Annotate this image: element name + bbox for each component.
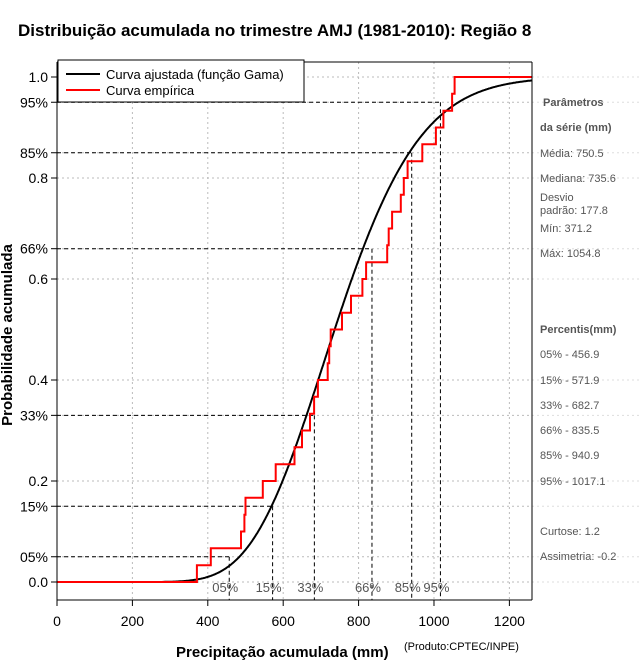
- x-tick-label: 1200: [494, 613, 525, 629]
- stat-min: Mín: 371.2: [540, 223, 592, 235]
- percentile-reference-lines: [57, 101, 441, 600]
- percentile-marker-label: 66%: [355, 580, 381, 595]
- percentile-x-labels: 05% 15% 33% 66% 85% 95%: [212, 580, 450, 595]
- legend-empirical-label: Curva empírica: [106, 83, 195, 98]
- y-tick-label: 66%: [20, 241, 48, 257]
- x-tick-label: 1000: [418, 613, 449, 629]
- y-tick-label: 15%: [20, 498, 48, 514]
- legend: Curva ajustada (função Gama) Curva empír…: [57, 59, 305, 103]
- percentile-marker-label: 15%: [256, 580, 282, 595]
- x-tick-label: 200: [121, 613, 145, 629]
- gamma-curve: [162, 79, 533, 583]
- y-tick-label: 0.6: [29, 271, 49, 287]
- percentile-85: 85% - 940.9: [540, 450, 599, 462]
- stat-mean: Média: 750.5: [540, 148, 604, 160]
- legend-gamma-label: Curva ajustada (função Gama): [106, 67, 284, 82]
- stat-skewness: Assimetria: -0.2: [540, 551, 616, 563]
- percentile-95: 95% - 1017.1: [540, 476, 605, 488]
- y-tick-label: 0.2: [29, 473, 49, 489]
- percentile-33: 33% - 682.7: [540, 400, 599, 412]
- y-tick-label: 0.0: [29, 574, 49, 590]
- percentile-marker-label: 33%: [297, 580, 323, 595]
- x-tick-label: 600: [272, 613, 296, 629]
- percentile-15: 15% - 571.9: [540, 375, 599, 387]
- percentile-marker-label: 95%: [423, 580, 449, 595]
- empirical-curve-layer: [57, 76, 532, 583]
- x-tick-label: 0: [53, 613, 61, 629]
- percentis-title: Percentis(mm): [540, 324, 617, 336]
- y-tick-label: 0.8: [29, 170, 49, 186]
- percentile-05: 05% - 456.9: [540, 349, 599, 361]
- y-tick-label: 85%: [20, 145, 48, 161]
- credit-text: (Produto:CPTEC/INPE): [404, 641, 519, 653]
- y-tick-label: 0.4: [29, 372, 49, 388]
- legend-box: [57, 59, 305, 103]
- stat-max: Máx: 1054.8: [540, 248, 601, 260]
- grid: [56, 62, 640, 600]
- y-tick-label: 33%: [20, 407, 48, 423]
- x-tick-label: 800: [347, 613, 371, 629]
- empirical-step-curve: [57, 76, 532, 583]
- chart-title: Distribuição acumulada no trimestre AMJ …: [18, 21, 531, 40]
- x-axis-label: Precipitação acumulada (mm): [176, 644, 389, 660]
- y-axis-label: Probabilidade acumulada: [0, 243, 16, 425]
- y-tick-label: 1.0: [29, 69, 49, 85]
- params-title-2: da série (mm): [540, 122, 612, 134]
- params-title-1: Parâmetros: [543, 97, 604, 109]
- side-panel: Parâmetros da série (mm) Média: 750.5 Me…: [540, 97, 617, 563]
- gamma-curve-layer: [162, 79, 533, 583]
- percentile-66: 66% - 835.5: [540, 425, 599, 437]
- y-tick-label: 95%: [20, 94, 48, 110]
- percentile-marker-label: 05%: [212, 580, 238, 595]
- x-tick-label: 400: [196, 613, 220, 629]
- stat-sd-value: padrão: 177.8: [540, 205, 608, 217]
- y-tick-label: 05%: [20, 549, 48, 565]
- stat-median: Mediana: 735.6: [540, 173, 616, 185]
- stat-kurtosis: Curtose: 1.2: [540, 526, 600, 538]
- axes: 0 200 400 600 800 1000 1200 0.0 05% 15% 0.2 33% 0.4 0…: [20, 61, 533, 629]
- stat-sd-label: Desvio: [540, 192, 574, 204]
- percentile-marker-label: 85%: [395, 580, 421, 595]
